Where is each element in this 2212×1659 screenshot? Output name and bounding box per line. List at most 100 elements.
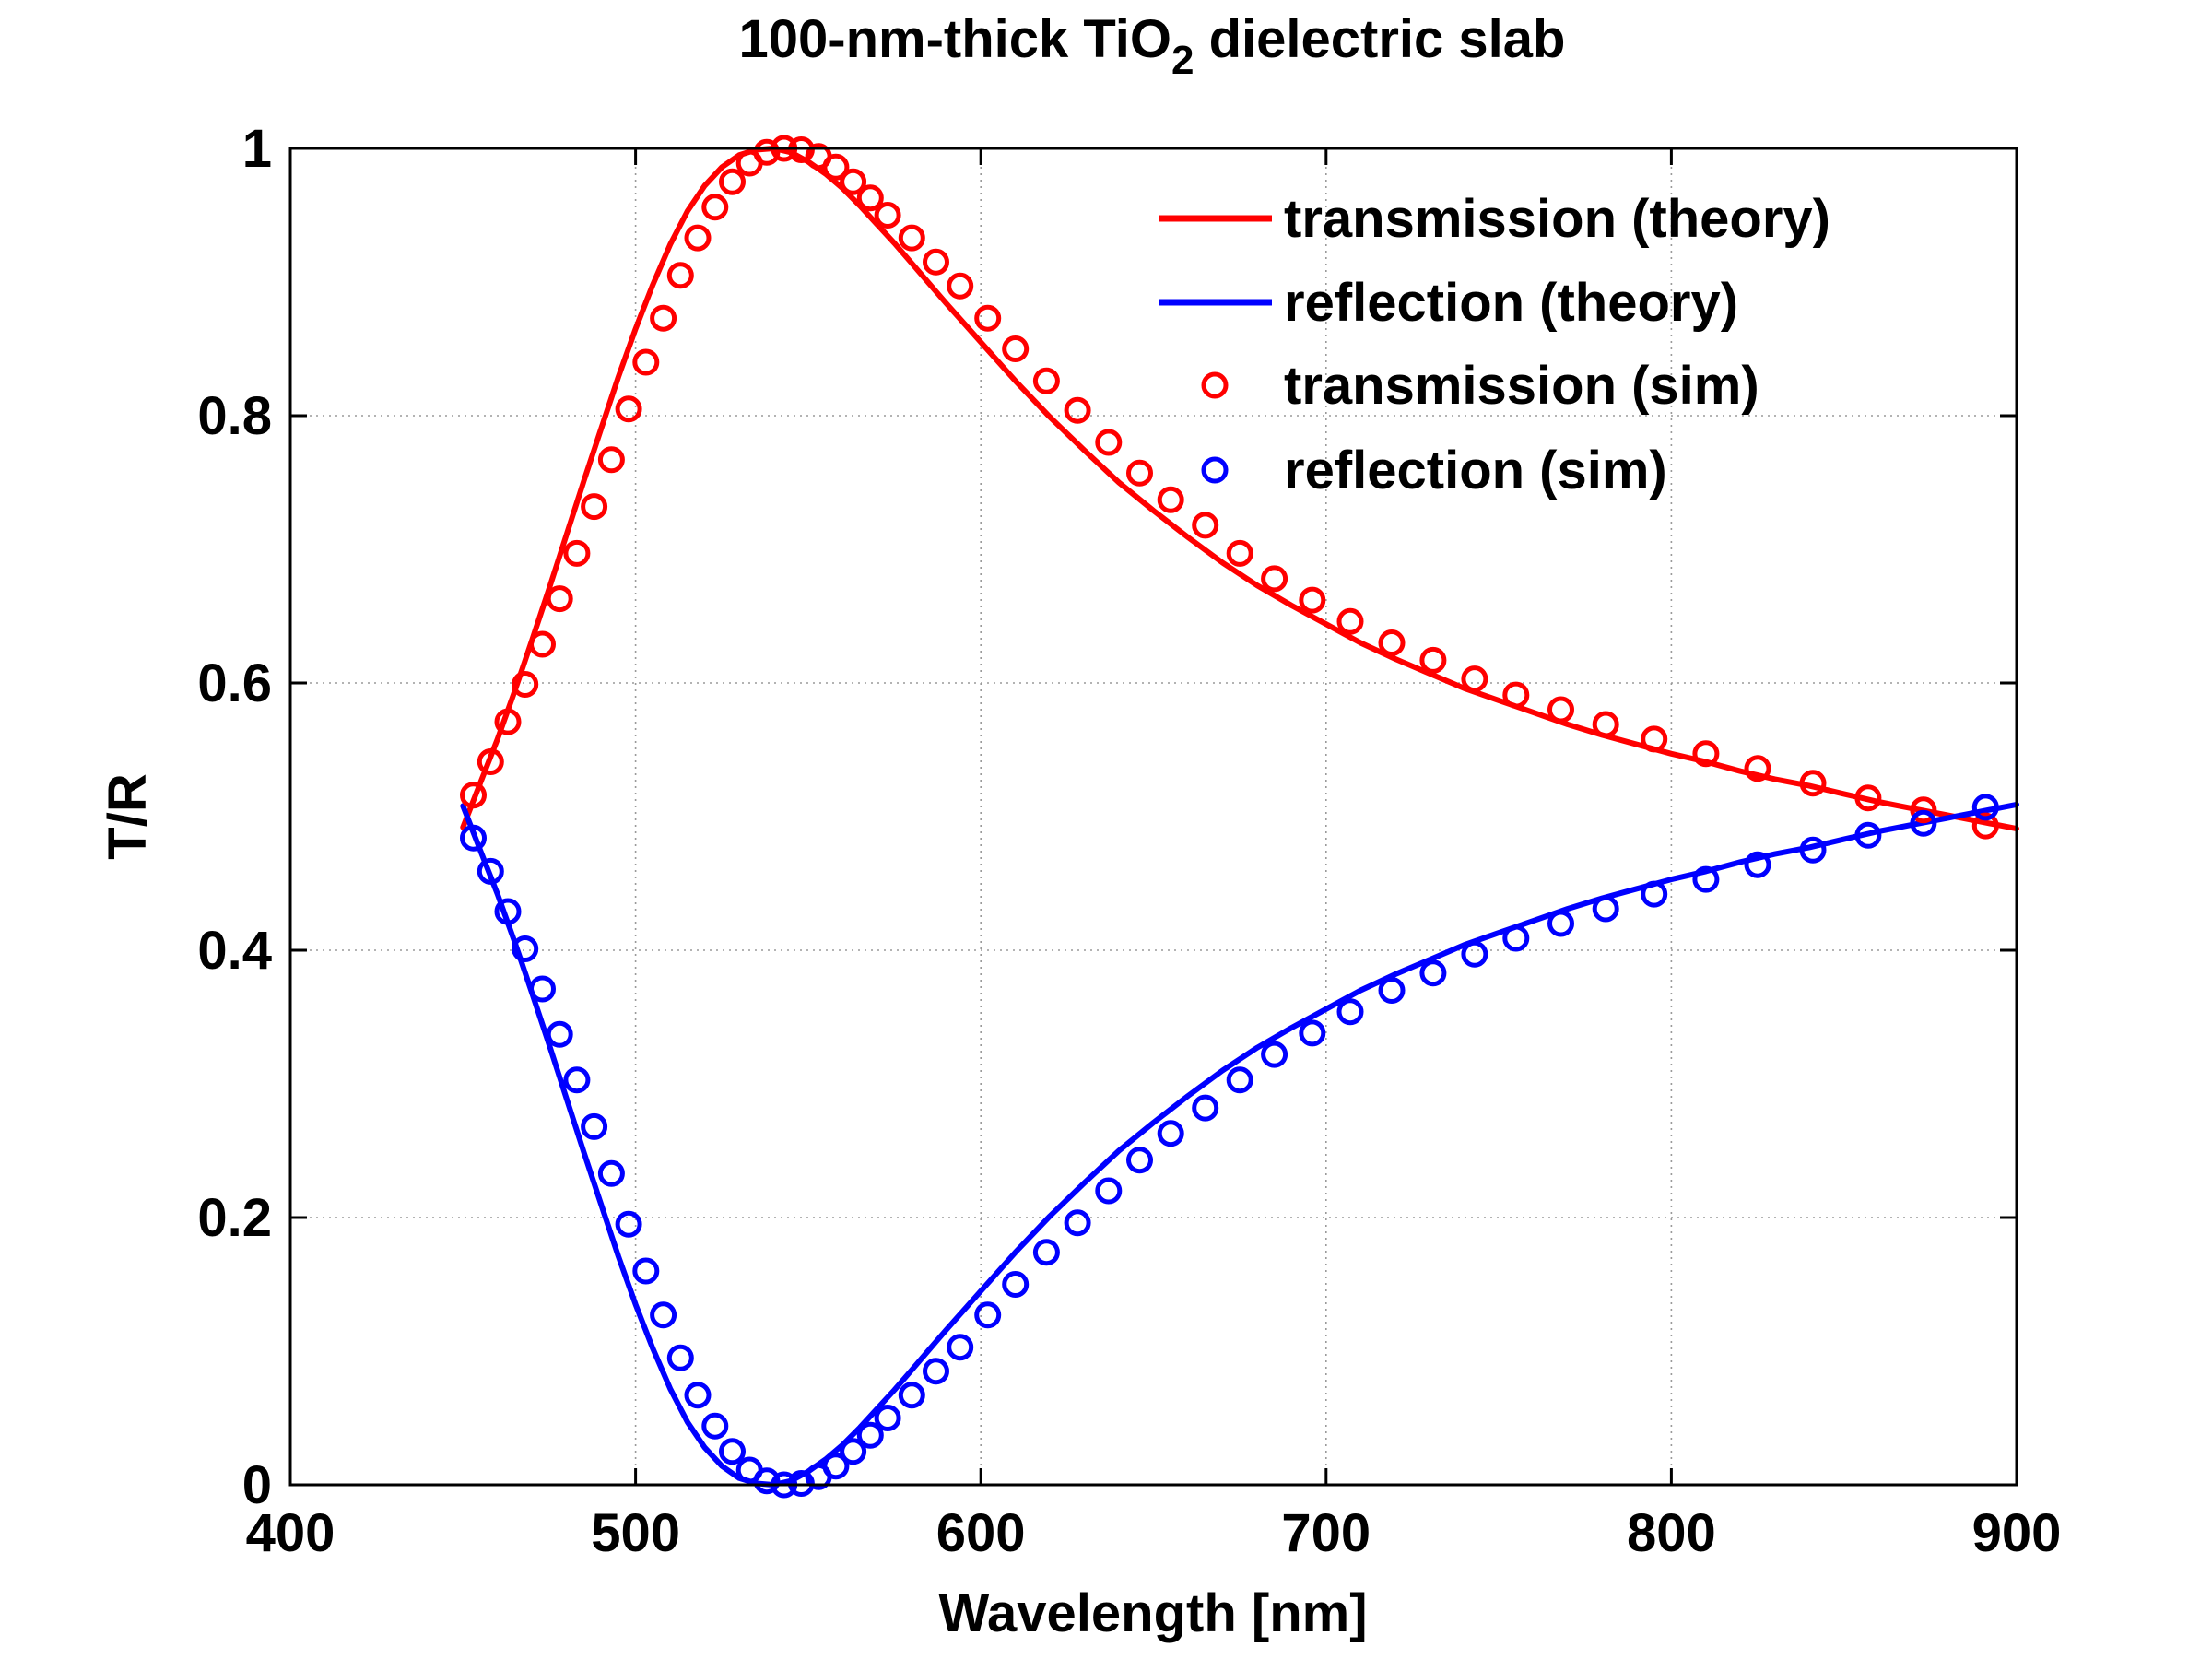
data-point <box>597 446 625 474</box>
data-point <box>666 262 694 289</box>
data-point <box>947 272 974 300</box>
data-point <box>1910 796 1937 824</box>
data-point <box>1419 646 1447 674</box>
legend: transmission (theory) reflection (theory)… <box>1159 189 1830 500</box>
data-point <box>974 1301 1002 1329</box>
data-point <box>1336 607 1364 635</box>
data-point <box>719 1438 746 1465</box>
data-point <box>1592 895 1619 923</box>
data-point <box>1502 681 1530 709</box>
data-point <box>822 153 850 181</box>
data-point <box>494 898 522 925</box>
data-point <box>1299 1019 1326 1047</box>
y-tick-label: 0.2 <box>197 1188 272 1248</box>
ticks <box>288 147 2018 1487</box>
chart-title-main: 100-nm-thick TiO <box>739 9 1172 69</box>
data-point <box>923 248 949 276</box>
data-point <box>1095 1177 1123 1205</box>
data-point <box>1064 396 1091 424</box>
data-point <box>1157 486 1184 513</box>
data-point <box>650 304 677 332</box>
data-point <box>1547 696 1574 724</box>
data-point <box>1032 1239 1060 1266</box>
data-point <box>1641 880 1668 908</box>
data-point <box>1378 977 1406 1004</box>
data-point <box>632 1257 660 1285</box>
data-point <box>512 671 539 698</box>
data-point <box>1226 539 1253 567</box>
transmission-theory-line <box>460 146 2019 832</box>
data-point <box>1692 865 1720 893</box>
data-point <box>460 782 487 809</box>
data-point <box>1095 429 1123 456</box>
reflection-theory-line <box>460 801 2019 1488</box>
data-point <box>512 935 539 962</box>
data-point <box>898 224 925 252</box>
data-point <box>822 1453 850 1480</box>
data-point <box>719 168 746 195</box>
data-point <box>1461 940 1488 968</box>
legend-entry: reflection (theory) <box>1159 273 1738 333</box>
data-point <box>1641 725 1668 753</box>
data-point <box>597 1159 625 1187</box>
data-point <box>1126 1147 1153 1174</box>
tick-labels: 400 500 600 700 800 900 0 0.2 0.4 0.6 0.8 1 <box>197 119 2061 1563</box>
legend-label: transmission (sim) <box>1284 356 1759 416</box>
y-tick-label: 1 <box>242 119 272 179</box>
x-tick-label: 800 <box>1627 1503 1716 1563</box>
data-point <box>1744 851 1771 878</box>
data-point <box>1032 367 1060 394</box>
data-point <box>1299 586 1326 614</box>
x-axis-label: Wavelength [nm] <box>938 1583 1367 1643</box>
data-point <box>1192 1094 1219 1122</box>
data-point <box>546 1020 573 1048</box>
legend-label: reflection (theory) <box>1284 273 1738 333</box>
data-point <box>581 493 608 521</box>
y-tick-label: 0.6 <box>197 653 272 713</box>
data-point <box>1854 821 1882 849</box>
x-tick-label: 500 <box>591 1503 680 1563</box>
legend-label: transmission (theory) <box>1284 189 1830 249</box>
data-point <box>856 1421 884 1449</box>
data-point <box>1692 740 1720 768</box>
x-tick-label: 600 <box>936 1503 1026 1563</box>
y-tick-label: 0 <box>242 1455 272 1515</box>
transmission-sim-markers <box>460 135 1999 840</box>
data-point <box>1192 512 1219 539</box>
legend-entry: reflection (sim) <box>1201 441 1667 500</box>
data-point <box>581 1112 608 1140</box>
data-point <box>874 202 901 229</box>
data-point <box>1971 812 1999 840</box>
data-point <box>898 1382 925 1409</box>
data-point <box>563 539 591 567</box>
data-point <box>477 748 504 775</box>
data-point <box>856 184 884 212</box>
data-point <box>1226 1066 1253 1094</box>
data-point <box>1592 711 1619 738</box>
data-point <box>684 1382 712 1409</box>
legend-label: reflection (sim) <box>1284 441 1667 500</box>
data-point <box>1336 998 1364 1026</box>
data-point <box>1461 665 1488 693</box>
axes-box <box>288 147 2018 1487</box>
x-tick-label: 900 <box>1972 1503 2062 1563</box>
data-point <box>1744 755 1771 782</box>
x-tick-label: 400 <box>246 1503 335 1563</box>
data-point <box>650 1301 677 1329</box>
data-point <box>546 585 573 613</box>
data-point <box>753 138 781 166</box>
data-point <box>947 1334 974 1361</box>
data-point <box>1002 335 1030 362</box>
data-point <box>840 168 867 195</box>
data-point <box>1799 770 1827 797</box>
data-point <box>1064 1209 1091 1237</box>
series-layer <box>460 135 2019 1499</box>
data-point <box>701 1412 729 1440</box>
legend-entry: transmission (theory) <box>1159 189 1830 249</box>
legend-marker-swatch <box>1201 456 1229 484</box>
data-point <box>1854 784 1882 812</box>
data-point <box>1126 459 1153 487</box>
data-point <box>615 395 642 423</box>
data-point <box>1971 794 1999 821</box>
